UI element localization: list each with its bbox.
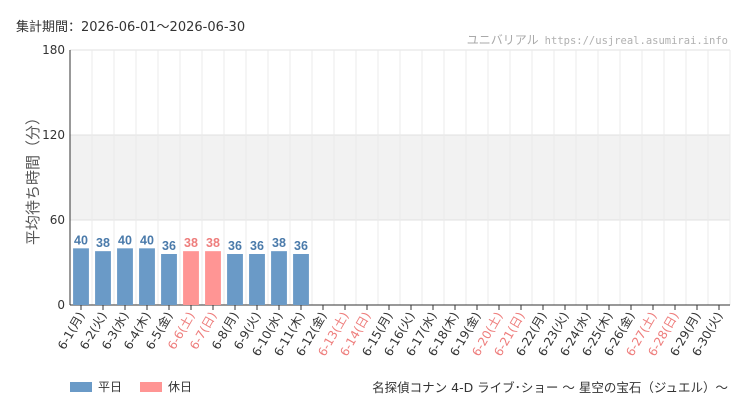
legend: 平日 休日: [70, 378, 192, 395]
data-label: 36: [250, 239, 264, 253]
period-label: 集計期間：2026-06-01〜2026-06-30: [16, 20, 246, 35]
y-tick-label: 120: [42, 128, 65, 142]
data-label: 36: [228, 239, 242, 253]
attraction-caption: 名探偵コナン 4-D ライブ･ショー 〜 星空の宝石（ジュエル）〜: [372, 380, 728, 395]
y-tick-label: 0: [57, 298, 65, 312]
bar: [293, 254, 309, 305]
legend-weekday-swatch: [70, 381, 92, 392]
bar: [117, 248, 133, 305]
bar: [271, 251, 287, 305]
site-name: ユニバリアル: [466, 33, 539, 47]
site-watermark: ユニバリアル https://usjreal.asumirai.info: [467, 31, 728, 48]
data-label: 40: [140, 233, 154, 247]
bar: [183, 251, 199, 305]
data-label: 38: [206, 236, 220, 250]
bar: [249, 254, 265, 305]
legend-weekday: 平日: [70, 378, 122, 395]
bar: [205, 251, 221, 305]
legend-holiday: 休日: [140, 378, 192, 395]
data-label: 36: [294, 239, 308, 253]
legend-holiday-swatch: [140, 381, 163, 392]
bar: [139, 248, 155, 305]
y-tick-label: 60: [50, 213, 65, 227]
data-label: 40: [74, 233, 88, 247]
site-url: https://usjreal.asumirai.info: [544, 35, 728, 47]
bar: [95, 251, 111, 305]
data-label: 38: [184, 236, 198, 250]
legend-weekday-label: 平日: [98, 380, 123, 394]
y-tick-label: 180: [42, 43, 65, 57]
bar: [227, 254, 243, 305]
bar: [161, 254, 177, 305]
data-label: 36: [162, 239, 176, 253]
data-label: 40: [118, 233, 132, 247]
data-label: 38: [96, 236, 110, 250]
y-axis-title: 平均待ち時間（分）: [24, 110, 42, 245]
bar: [73, 248, 89, 305]
legend-holiday-label: 休日: [168, 380, 193, 394]
data-label: 38: [272, 236, 286, 250]
